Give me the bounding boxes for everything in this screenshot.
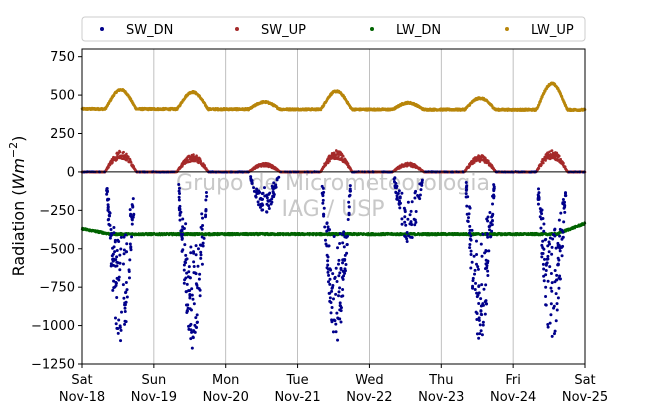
watermark-line-1: Grupo de Micrometeorologia	[176, 171, 490, 196]
watermark: Grupo de Micrometeorologia IAG / USP	[176, 171, 490, 222]
sw-up-point	[337, 155, 340, 159]
grid-layer	[153, 49, 514, 364]
data-layer	[80, 81, 587, 350]
sw-up-point	[192, 153, 195, 156]
sw-up-point	[122, 150, 125, 154]
sw-up-point	[118, 150, 122, 154]
sw-up-point	[129, 161, 133, 164]
sw-up-point	[328, 159, 331, 163]
sw-up-point	[341, 154, 345, 158]
sw-up-point	[199, 159, 203, 163]
sw-up-point	[107, 166, 110, 169]
sw-up-point	[127, 155, 130, 159]
watermark-line-2: IAG / USP	[282, 197, 385, 222]
sw-up-point	[111, 161, 114, 164]
